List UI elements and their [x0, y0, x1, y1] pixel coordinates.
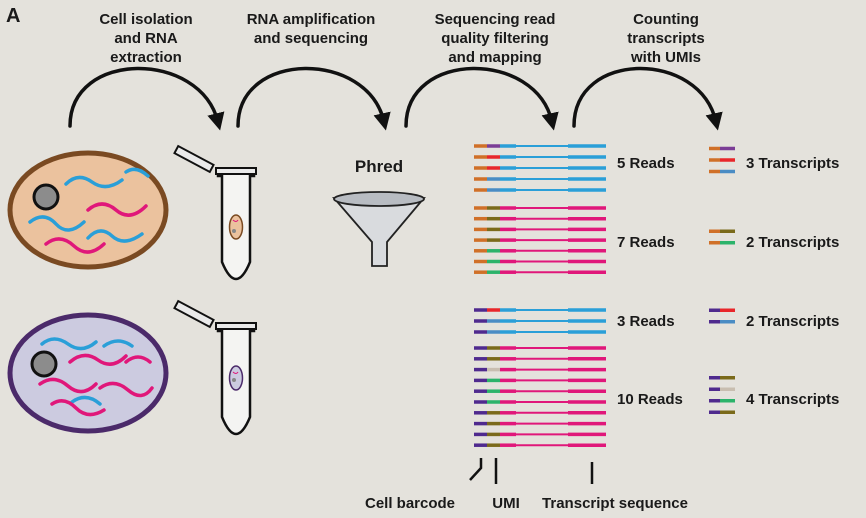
legend-transcript-sequence: Transcript sequence — [542, 495, 688, 512]
curved-arrow-icon — [404, 66, 559, 131]
step-title-4-line-2: transcripts — [627, 30, 705, 47]
step-title-2-line-1: RNA amplification — [247, 11, 376, 28]
step-title-1-line-3: extraction — [110, 49, 182, 66]
reads-area — [474, 144, 735, 447]
step-title-1-line-1: Cell isolation — [99, 11, 192, 28]
read-group — [474, 206, 735, 274]
reads-count-label: 10 Reads — [617, 391, 683, 408]
panel-label: A — [6, 5, 20, 27]
reads-count-label: 7 Reads — [617, 234, 675, 251]
step-title-2-line-2: and sequencing — [254, 30, 368, 47]
legend-cell-barcode: Cell barcode — [365, 495, 455, 512]
transcripts-count-label: 4 Transcripts — [746, 391, 839, 408]
step-title-3: Sequencing read quality filtering and ma… — [435, 11, 556, 66]
read-group — [474, 346, 735, 447]
step-title-2: RNA amplification and sequencing — [247, 11, 376, 47]
step-title-4-line-3: with UMIs — [630, 49, 701, 66]
filter-label: Phred — [355, 157, 403, 176]
tube-icon — [173, 144, 257, 281]
step-title-3-line-3: and mapping — [448, 49, 541, 66]
curved-arrow-icon — [572, 66, 723, 131]
tube-icon — [173, 299, 257, 436]
funnel-icon — [332, 191, 426, 267]
step-title-1-line-2: and RNA — [114, 30, 178, 47]
step-title-4: Counting transcripts with UMIs — [627, 11, 705, 66]
legend-umi: UMI — [492, 495, 520, 512]
cell-icon — [7, 312, 169, 434]
cell-icon — [7, 150, 169, 270]
step-title-3-line-1: Sequencing read — [435, 11, 556, 28]
read-group — [474, 144, 735, 192]
transcripts-count-label: 3 Transcripts — [746, 155, 839, 172]
read-group — [474, 308, 735, 334]
step-title-4-line-1: Counting — [633, 11, 699, 28]
curved-arrow-icon — [236, 66, 391, 131]
reads-count-label: 3 Reads — [617, 313, 675, 330]
cell-barcode-pointer — [469, 458, 483, 481]
transcripts-count-label: 2 Transcripts — [746, 234, 839, 251]
step-title-3-line-2: quality filtering — [441, 30, 549, 47]
reads-count-label: 5 Reads — [617, 155, 675, 172]
step-title-1: Cell isolation and RNA extraction — [99, 11, 192, 66]
curved-arrow-icon — [68, 66, 225, 131]
transcripts-count-label: 2 Transcripts — [746, 313, 839, 330]
